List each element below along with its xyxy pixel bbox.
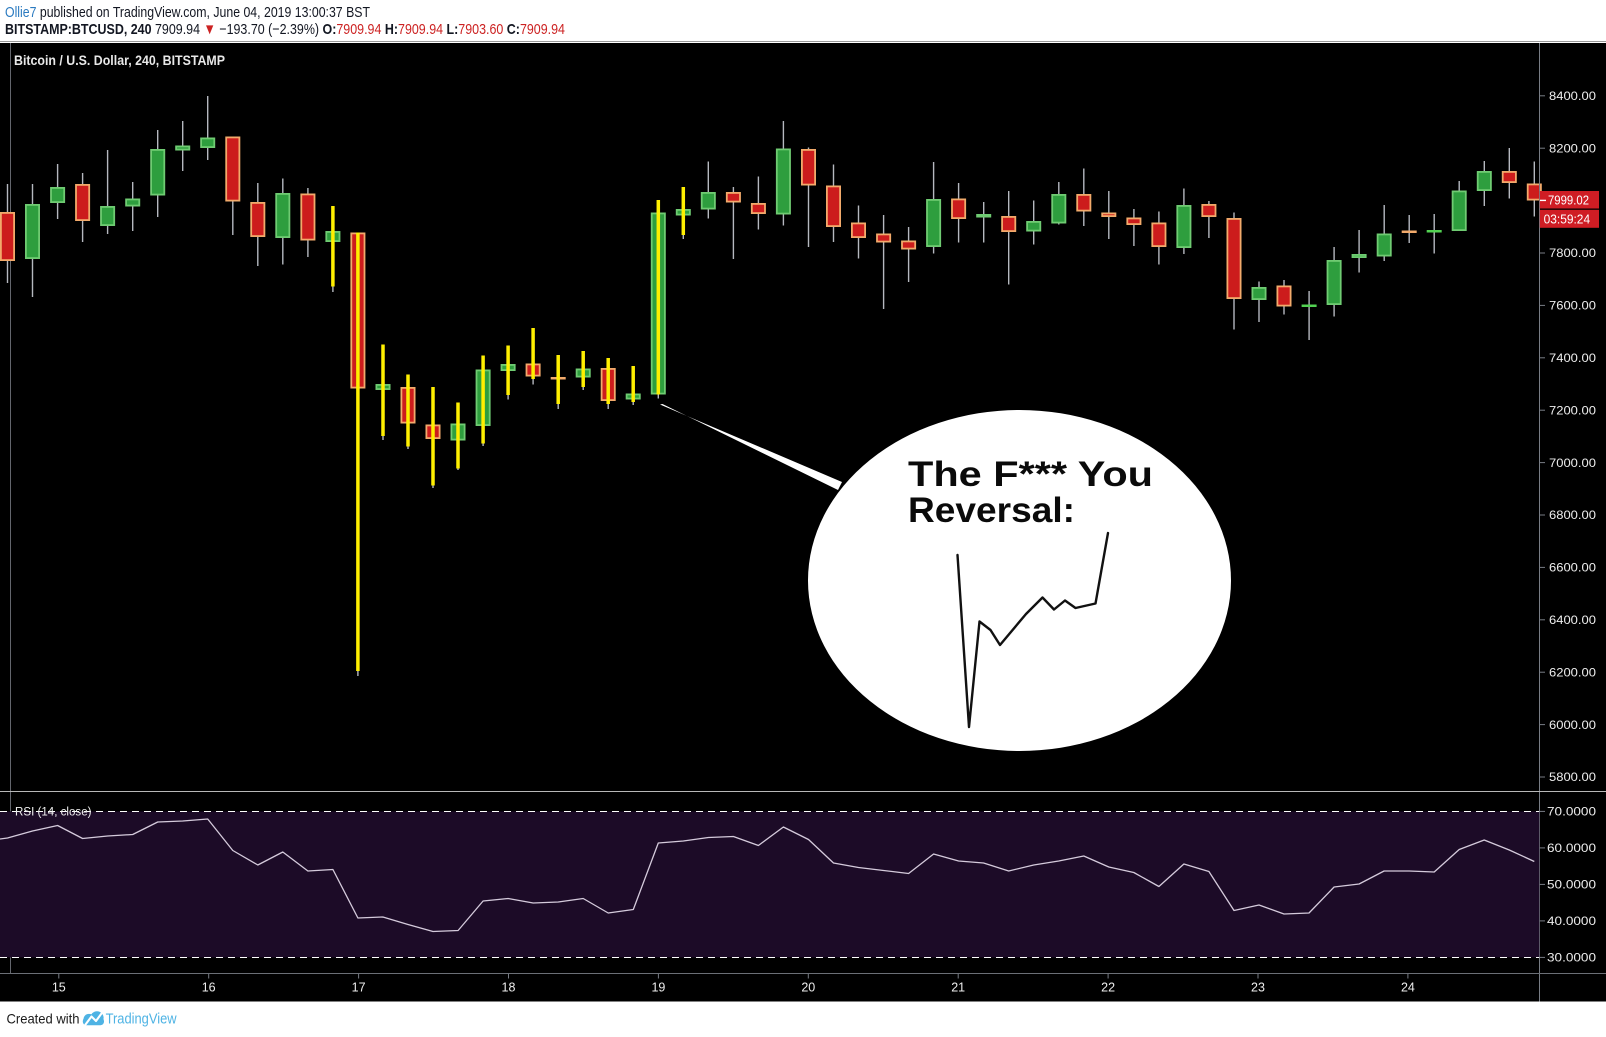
svg-text:Reversal:: Reversal: (908, 491, 1075, 530)
svg-text:7999.02: 7999.02 (1548, 194, 1589, 208)
svg-text:21: 21 (951, 981, 965, 995)
svg-text:5800.00: 5800.00 (1549, 770, 1596, 784)
svg-text:03:59:24: 03:59:24 (1544, 213, 1591, 227)
svg-text:RSI (14, close): RSI (14, close) (15, 807, 92, 819)
svg-text:7000.00: 7000.00 (1549, 456, 1596, 470)
svg-text:7200.00: 7200.00 (1549, 403, 1596, 417)
svg-text:6200.00: 6200.00 (1549, 665, 1596, 679)
svg-text:7400.00: 7400.00 (1549, 351, 1596, 365)
svg-text:40.0000: 40.0000 (1547, 914, 1596, 928)
svg-text:17: 17 (352, 981, 366, 995)
svg-text:7600.00: 7600.00 (1549, 299, 1596, 313)
svg-text:20: 20 (801, 981, 815, 995)
svg-text:6600.00: 6600.00 (1549, 561, 1596, 575)
svg-text:22: 22 (1101, 981, 1115, 995)
svg-text:24: 24 (1401, 981, 1415, 995)
svg-text:Ollie7 published on TradingVie: Ollie7 published on TradingView.com, Jun… (5, 4, 370, 21)
svg-text:TradingView: TradingView (106, 1011, 177, 1028)
svg-text:The F*** You: The F*** You (908, 455, 1153, 494)
svg-text:70.0000: 70.0000 (1547, 805, 1596, 819)
svg-text:60.0000: 60.0000 (1547, 841, 1596, 855)
svg-text:8400.00: 8400.00 (1549, 89, 1596, 103)
svg-text:BITSTAMP:BTCUSD, 240 7909.94 ▼: BITSTAMP:BTCUSD, 240 7909.94 ▼ −193.70 (… (5, 21, 565, 38)
svg-text:8200.00: 8200.00 (1549, 141, 1596, 155)
svg-text:16: 16 (202, 981, 216, 995)
svg-text:6000.00: 6000.00 (1549, 718, 1596, 732)
svg-text:18: 18 (502, 981, 516, 995)
svg-text:19: 19 (651, 981, 665, 995)
svg-text:50.0000: 50.0000 (1547, 878, 1596, 892)
svg-text:23: 23 (1251, 981, 1265, 995)
svg-text:6400.00: 6400.00 (1549, 613, 1596, 627)
svg-text:Created with: Created with (7, 1011, 80, 1027)
svg-text:6800.00: 6800.00 (1549, 508, 1596, 522)
svg-text:Bitcoin / U.S. Dollar, 240, BI: Bitcoin / U.S. Dollar, 240, BITSTAMP (14, 52, 225, 68)
svg-text:7800.00: 7800.00 (1549, 246, 1596, 260)
svg-text:30.0000: 30.0000 (1547, 951, 1596, 965)
svg-text:15: 15 (52, 981, 66, 995)
